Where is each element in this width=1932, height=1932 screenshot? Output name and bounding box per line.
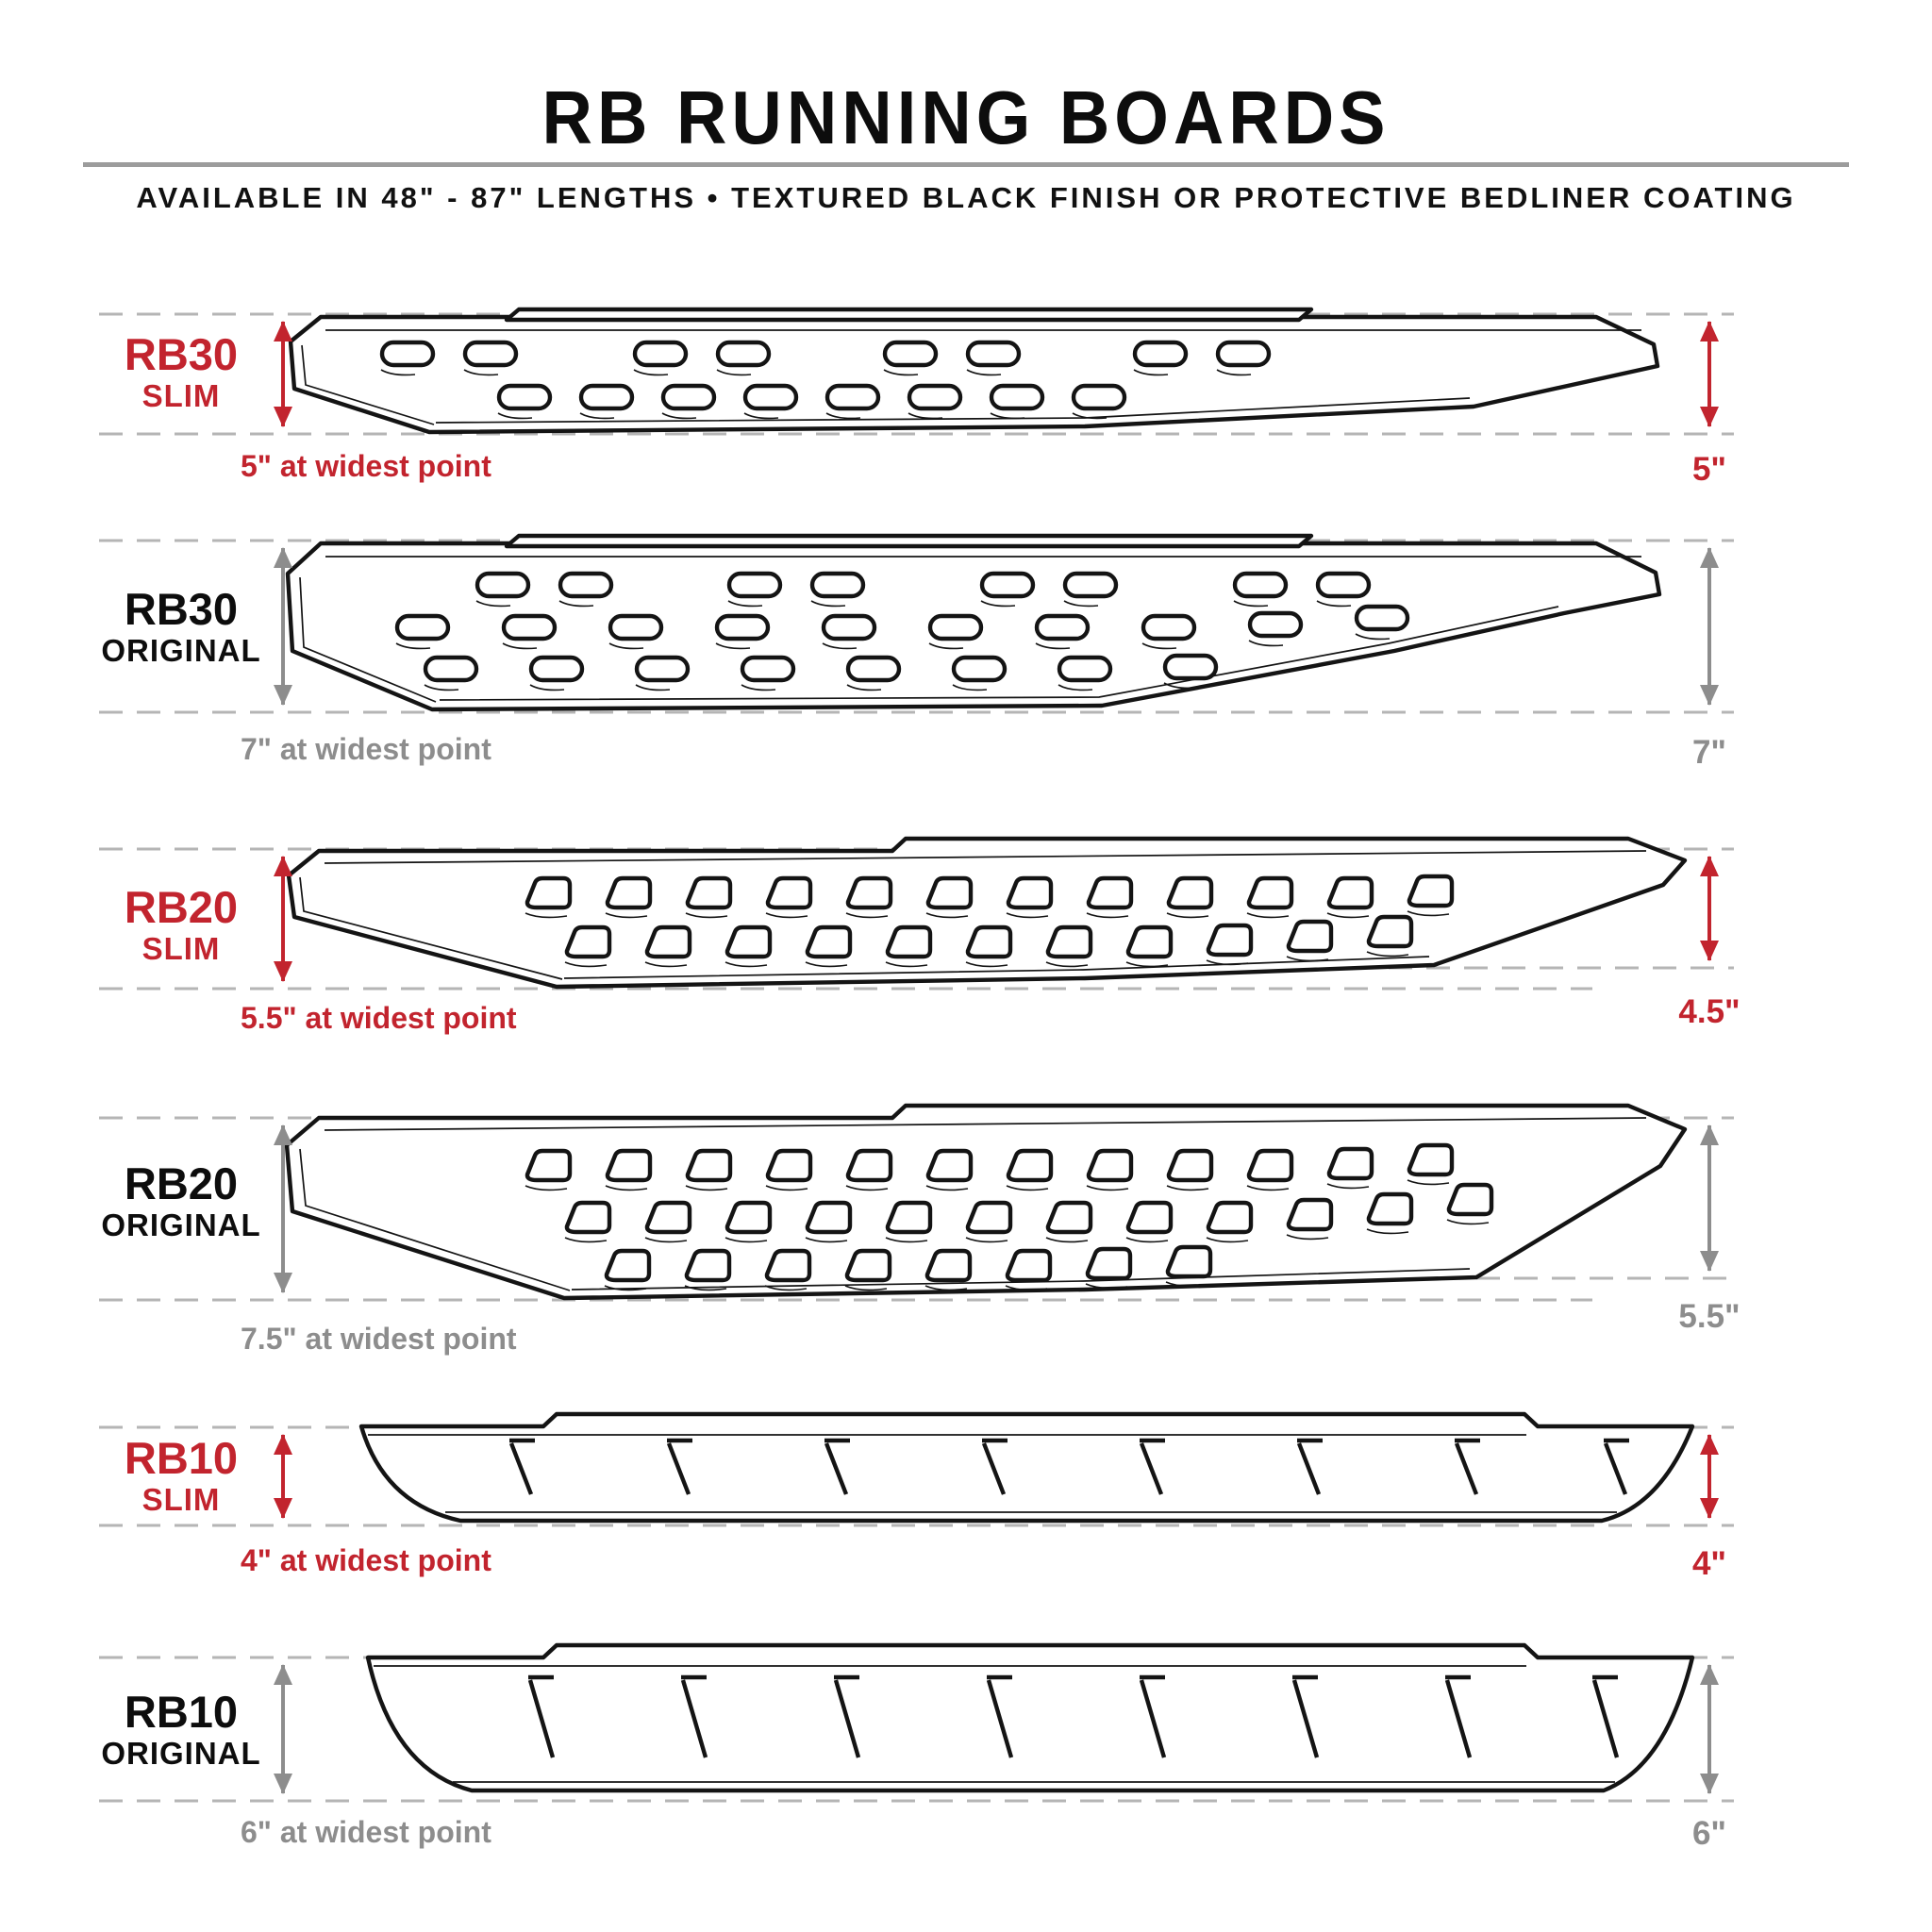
rb20-original-label: RB20 ORIGINAL xyxy=(68,1161,294,1244)
rb20-slim-height-label: 4.5" xyxy=(1678,993,1740,1030)
model-name: RB30 xyxy=(124,329,239,379)
board-tread-step xyxy=(504,307,1314,323)
rb30-slim-widest-label: 5" at widest point xyxy=(241,449,491,483)
model-name: RB20 xyxy=(124,882,239,932)
dimension-dashed-lines xyxy=(99,312,1734,436)
model-name: RB30 xyxy=(124,584,239,634)
board-outline xyxy=(358,1411,1695,1524)
board-outline xyxy=(286,836,1688,990)
board-outline xyxy=(365,1642,1695,1793)
rb30-original-widest-label: 7" at widest point xyxy=(241,732,491,766)
rb10-original-height-label: 6" xyxy=(1691,1815,1727,1852)
variant-name: SLIM xyxy=(142,1481,221,1517)
rb20-slim-label: RB20 SLIM xyxy=(68,885,294,968)
model-name: RB10 xyxy=(124,1687,239,1737)
rb10-slim-diagram xyxy=(99,1411,1734,1527)
title-divider xyxy=(83,162,1849,167)
page-title: RB RUNNING BOARDS xyxy=(541,75,1391,160)
rb10-original-diagram xyxy=(99,1642,1734,1803)
rb10-slim-height-label: 4" xyxy=(1691,1545,1727,1582)
variant-name: ORIGINAL xyxy=(101,632,261,668)
board-tread-step xyxy=(504,533,1314,549)
page-subtitle: AVAILABLE IN 48" - 87" LENGTHS • TEXTURE… xyxy=(136,181,1796,214)
rb20-original-widest-label: 7.5" at widest point xyxy=(241,1322,517,1356)
rb10-original-label: RB10 ORIGINAL xyxy=(68,1690,294,1773)
rb30-slim-diagram xyxy=(99,307,1734,436)
variant-name: ORIGINAL xyxy=(101,1207,261,1242)
rb20-original-height-label: 5.5" xyxy=(1678,1298,1740,1335)
variant-name: SLIM xyxy=(142,377,221,413)
variant-name: ORIGINAL xyxy=(101,1735,261,1771)
rb30-original-label: RB30 ORIGINAL xyxy=(68,587,294,670)
model-name: RB20 xyxy=(124,1158,239,1208)
rb20-original-diagram xyxy=(99,1103,1734,1302)
rb10-original-widest-label: 6" at widest point xyxy=(241,1815,491,1849)
rb10-slim-label: RB10 SLIM xyxy=(68,1436,294,1519)
rb30-slim-label: RB30 SLIM xyxy=(68,332,294,415)
variant-name: SLIM xyxy=(142,930,221,966)
rb30-original-diagram xyxy=(99,533,1734,714)
rb30-slim-height-label: 5" xyxy=(1691,451,1727,488)
rb20-slim-diagram xyxy=(99,836,1734,991)
model-name: RB10 xyxy=(124,1433,239,1483)
rb10-slim-widest-label: 4" at widest point xyxy=(241,1543,491,1577)
dimension-dashed-lines xyxy=(99,539,1734,714)
rb20-slim-widest-label: 5.5" at widest point xyxy=(241,1001,517,1035)
rb30-original-height-label: 7" xyxy=(1691,734,1727,771)
